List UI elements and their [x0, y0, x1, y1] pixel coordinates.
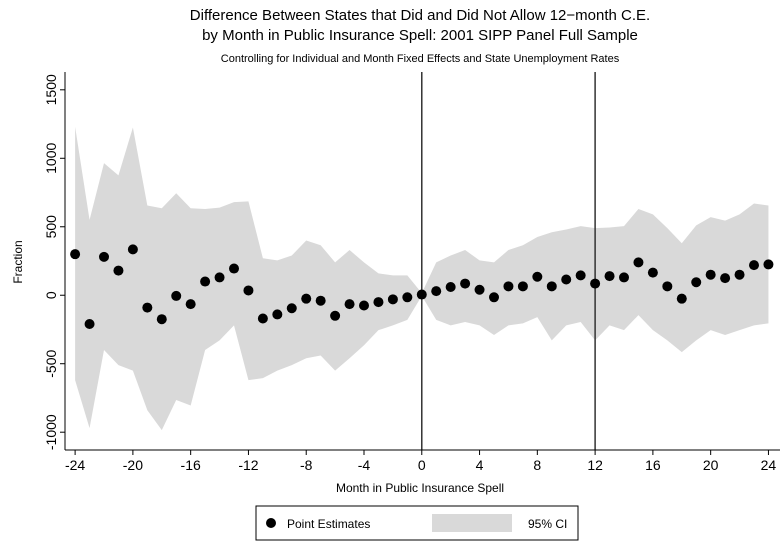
point [561, 274, 572, 285]
point [460, 278, 471, 289]
point [402, 292, 413, 303]
point [431, 286, 442, 297]
point [474, 284, 485, 295]
point [720, 273, 731, 284]
point [662, 281, 673, 292]
x-tick-label: 16 [645, 457, 661, 473]
point [142, 302, 153, 313]
point [229, 263, 239, 274]
chart-title: by Month in Public Insurance Spell: 2001… [202, 27, 638, 44]
point [99, 251, 109, 262]
y-tick-label: 500 [43, 215, 59, 239]
legend-label: 95% CI [528, 517, 567, 531]
point [532, 271, 543, 282]
point [171, 290, 182, 301]
x-tick-label: -12 [238, 457, 258, 473]
point [387, 294, 398, 305]
point [330, 310, 341, 321]
point [445, 282, 456, 293]
point [503, 281, 514, 292]
point [257, 313, 268, 324]
legend-marker [266, 518, 276, 528]
point [70, 249, 81, 260]
x-tick-label: -16 [181, 457, 201, 473]
point [517, 281, 528, 292]
x-tick-label: 24 [761, 457, 777, 473]
point [590, 278, 601, 289]
legend-box [255, 505, 579, 541]
point [416, 289, 427, 300]
x-tick-label: 12 [587, 457, 603, 473]
x-tick-label: 4 [476, 457, 484, 473]
y-tick-label: -1000 [43, 414, 59, 450]
point [546, 281, 557, 292]
y-tick-label: 1000 [43, 143, 59, 174]
chart-title: Difference Between States that Did and D… [190, 7, 650, 24]
x-tick-label: -4 [358, 457, 371, 473]
x-tick-label: 8 [533, 457, 541, 473]
point [286, 303, 297, 314]
point [315, 295, 326, 306]
point [619, 272, 629, 283]
point [647, 267, 658, 278]
point [272, 309, 283, 320]
point [604, 271, 615, 282]
point [214, 272, 225, 283]
point [185, 299, 196, 310]
x-tick-label: -24 [65, 457, 85, 473]
point [691, 277, 702, 288]
y-tick-label: 1500 [43, 74, 59, 105]
point [127, 244, 138, 255]
point [749, 260, 759, 271]
point [373, 297, 384, 308]
point [705, 269, 716, 280]
y-axis-label: Fraction [11, 240, 25, 283]
point [359, 300, 369, 311]
y-tick-label: -500 [43, 349, 59, 377]
x-tick-label: -20 [123, 457, 143, 473]
point [84, 319, 95, 329]
point [200, 276, 211, 287]
x-tick-label: 0 [418, 457, 426, 473]
legend-label: Point Estimates [287, 517, 370, 531]
point [344, 299, 355, 310]
x-tick-label: -8 [300, 457, 313, 473]
point [676, 293, 687, 304]
point [575, 270, 586, 281]
point [156, 314, 167, 325]
x-tick-label: 20 [703, 457, 719, 473]
y-tick-label: 0 [43, 291, 59, 299]
x-axis-label: Month in Public Insurance Spell [336, 481, 504, 495]
point [301, 293, 312, 304]
ci-band [75, 126, 769, 431]
point [489, 292, 499, 303]
point [734, 269, 745, 280]
point [243, 285, 254, 296]
chart-subtitle: Controlling for Individual and Month Fix… [221, 53, 620, 65]
point [113, 265, 124, 276]
legend-marker [432, 514, 512, 532]
point [763, 259, 774, 270]
point [633, 257, 644, 268]
